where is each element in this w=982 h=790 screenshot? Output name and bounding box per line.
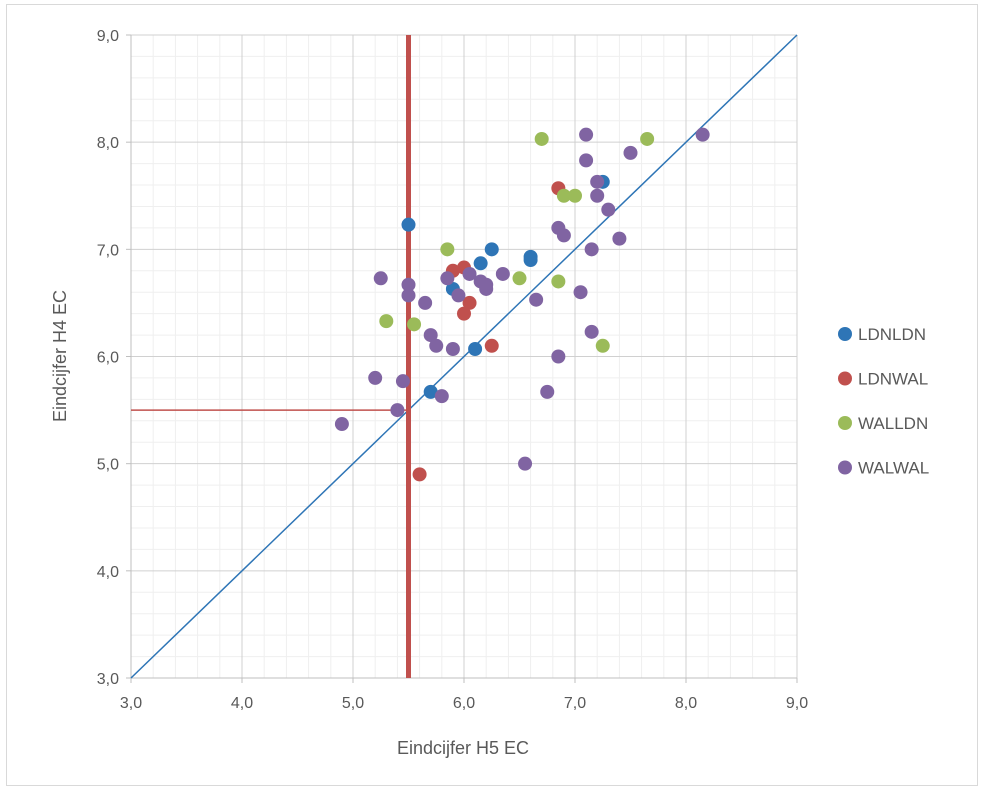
y-axis-label: Eindcijfer H4 EC xyxy=(50,290,70,422)
data-point xyxy=(595,338,610,353)
legend-marker xyxy=(838,327,852,341)
legend: LDNLDN LDNWAL WALLDN WALWAL xyxy=(838,325,929,478)
data-point xyxy=(640,131,655,146)
reference-lines xyxy=(130,34,798,679)
data-point xyxy=(695,127,710,142)
data-point xyxy=(462,266,477,281)
data-point xyxy=(518,456,533,471)
data-point xyxy=(401,288,416,303)
data-points xyxy=(334,127,710,482)
data-point xyxy=(573,285,588,300)
data-point xyxy=(590,174,605,189)
legend-item: LDNWAL xyxy=(838,370,928,389)
data-point xyxy=(368,370,383,385)
diagonal-reference-line xyxy=(130,34,798,679)
data-point xyxy=(512,271,527,286)
data-point xyxy=(551,274,566,289)
legend-item: LDNLDN xyxy=(838,325,926,344)
x-tick-label: 8,0 xyxy=(675,695,697,712)
data-point xyxy=(556,228,571,243)
legend-item: WALLDN xyxy=(838,414,928,433)
data-point xyxy=(423,384,438,399)
data-point xyxy=(451,288,466,303)
x-tick-label: 7,0 xyxy=(564,695,586,712)
data-point xyxy=(412,467,427,482)
data-point xyxy=(556,188,571,203)
data-point xyxy=(407,317,422,332)
y-tick-label: 9,0 xyxy=(97,28,119,45)
data-point xyxy=(579,127,594,142)
legend-marker xyxy=(838,460,852,475)
data-point xyxy=(612,231,627,246)
x-tick-label: 5,0 xyxy=(342,695,364,712)
data-point xyxy=(440,271,455,286)
data-point xyxy=(529,292,544,307)
data-point xyxy=(584,242,599,257)
data-point xyxy=(468,341,483,356)
data-point xyxy=(534,131,549,146)
data-point xyxy=(540,384,555,399)
data-point xyxy=(462,295,477,310)
data-point xyxy=(523,253,538,268)
legend-item: WALWAL xyxy=(838,459,929,478)
data-point xyxy=(473,256,488,271)
series-walldn xyxy=(379,131,655,353)
data-point xyxy=(445,341,460,356)
data-point xyxy=(484,242,499,257)
data-point xyxy=(379,314,394,329)
data-point xyxy=(334,417,349,432)
x-axis-label: Eindcijfer H5 EC xyxy=(397,738,529,758)
data-point xyxy=(395,374,410,389)
data-point xyxy=(579,153,594,168)
chart-frame xyxy=(6,4,978,786)
x-tick-label: 4,0 xyxy=(231,695,253,712)
data-point xyxy=(590,188,605,203)
data-point xyxy=(484,338,499,353)
data-point xyxy=(418,295,433,310)
data-point xyxy=(429,338,444,353)
legend-label: LDNWAL xyxy=(858,370,928,389)
x-tick-label: 6,0 xyxy=(453,695,475,712)
data-point xyxy=(401,277,416,292)
x-tick-label: 9,0 xyxy=(786,695,808,712)
series-walwal xyxy=(334,127,710,471)
axes xyxy=(126,34,798,683)
y-tick-label: 6,0 xyxy=(97,350,119,367)
data-point xyxy=(390,403,405,418)
y-tick-label: 5,0 xyxy=(97,457,119,474)
legend-label: WALLDN xyxy=(858,414,928,433)
data-point xyxy=(479,281,494,296)
data-point xyxy=(401,217,416,232)
y-tick-label: 7,0 xyxy=(97,242,119,259)
legend-marker xyxy=(838,371,852,386)
data-point xyxy=(584,324,599,339)
data-point xyxy=(623,145,638,160)
tick-labels: 3,0 4,0 5,0 6,0 7,0 8,0 9,0 3,0 4,0 5,0 6,0 7,0 8,0 9… xyxy=(97,28,808,712)
data-point xyxy=(457,306,471,321)
data-point xyxy=(551,349,566,364)
legend-marker xyxy=(838,416,852,430)
data-point xyxy=(373,271,388,286)
x-tick-label: 3,0 xyxy=(120,695,142,712)
data-point xyxy=(495,266,510,281)
y-tick-label: 4,0 xyxy=(97,564,119,581)
y-tick-label: 3,0 xyxy=(97,671,119,688)
data-point xyxy=(568,188,582,203)
data-point xyxy=(601,202,616,217)
legend-label: WALWAL xyxy=(858,459,929,478)
data-point xyxy=(440,242,455,257)
data-point xyxy=(434,389,449,404)
series-ldnldn xyxy=(401,174,610,399)
data-point xyxy=(423,328,438,343)
y-tick-label: 8,0 xyxy=(97,135,119,152)
legend-label: LDNLDN xyxy=(858,325,926,344)
